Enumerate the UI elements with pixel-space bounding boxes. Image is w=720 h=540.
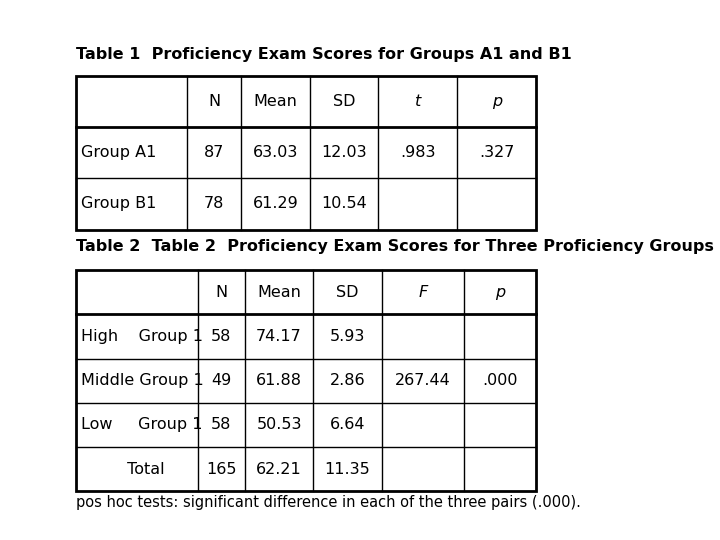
Text: Total: Total [81,462,165,477]
Text: 58: 58 [211,329,232,344]
Text: 165: 165 [206,462,237,477]
Text: .327: .327 [479,145,515,160]
Text: Middle Group 1: Middle Group 1 [81,373,204,388]
Text: p: p [492,94,502,109]
Text: 61.29: 61.29 [253,197,298,211]
Text: N: N [215,285,228,300]
Text: 61.88: 61.88 [256,373,302,388]
Text: 10.54: 10.54 [321,197,366,211]
Text: Table 2  Table 2  Proficiency Exam Scores for Three Proficiency Groups: Table 2 Table 2 Proficiency Exam Scores … [76,239,714,254]
Text: 62.21: 62.21 [256,462,302,477]
Text: 63.03: 63.03 [253,145,298,160]
Text: Group B1: Group B1 [81,197,157,211]
Text: F: F [418,285,428,300]
Text: p: p [495,285,505,300]
Text: Mean: Mean [253,94,297,109]
Text: 49: 49 [211,373,232,388]
Text: .000: .000 [482,373,518,388]
Text: 74.17: 74.17 [256,329,302,344]
Text: 50.53: 50.53 [256,417,302,433]
Text: Table 1  Proficiency Exam Scores for Groups A1 and B1: Table 1 Proficiency Exam Scores for Grou… [76,47,572,62]
Text: 2.86: 2.86 [330,373,365,388]
Text: 58: 58 [211,417,232,433]
Text: 11.35: 11.35 [325,462,370,477]
Text: 78: 78 [204,197,225,211]
Text: Mean: Mean [257,285,301,300]
Bar [76,76,536,230]
Text: pos hoc tests: significant difference in each of the three pairs (.000).: pos hoc tests: significant difference in… [76,495,580,510]
Text: Low     Group 1: Low Group 1 [81,417,203,433]
Text: N: N [208,94,220,109]
Bar [76,270,536,491]
Text: SD: SD [336,285,359,300]
Text: 267.44: 267.44 [395,373,451,388]
Text: .983: .983 [400,145,436,160]
Text: High    Group 1: High Group 1 [81,329,203,344]
Text: 5.93: 5.93 [330,329,365,344]
Text: 12.03: 12.03 [321,145,366,160]
Text: t: t [415,94,420,109]
Text: 6.64: 6.64 [330,417,365,433]
Text: Group A1: Group A1 [81,145,157,160]
Text: SD: SD [333,94,355,109]
Text: 87: 87 [204,145,225,160]
